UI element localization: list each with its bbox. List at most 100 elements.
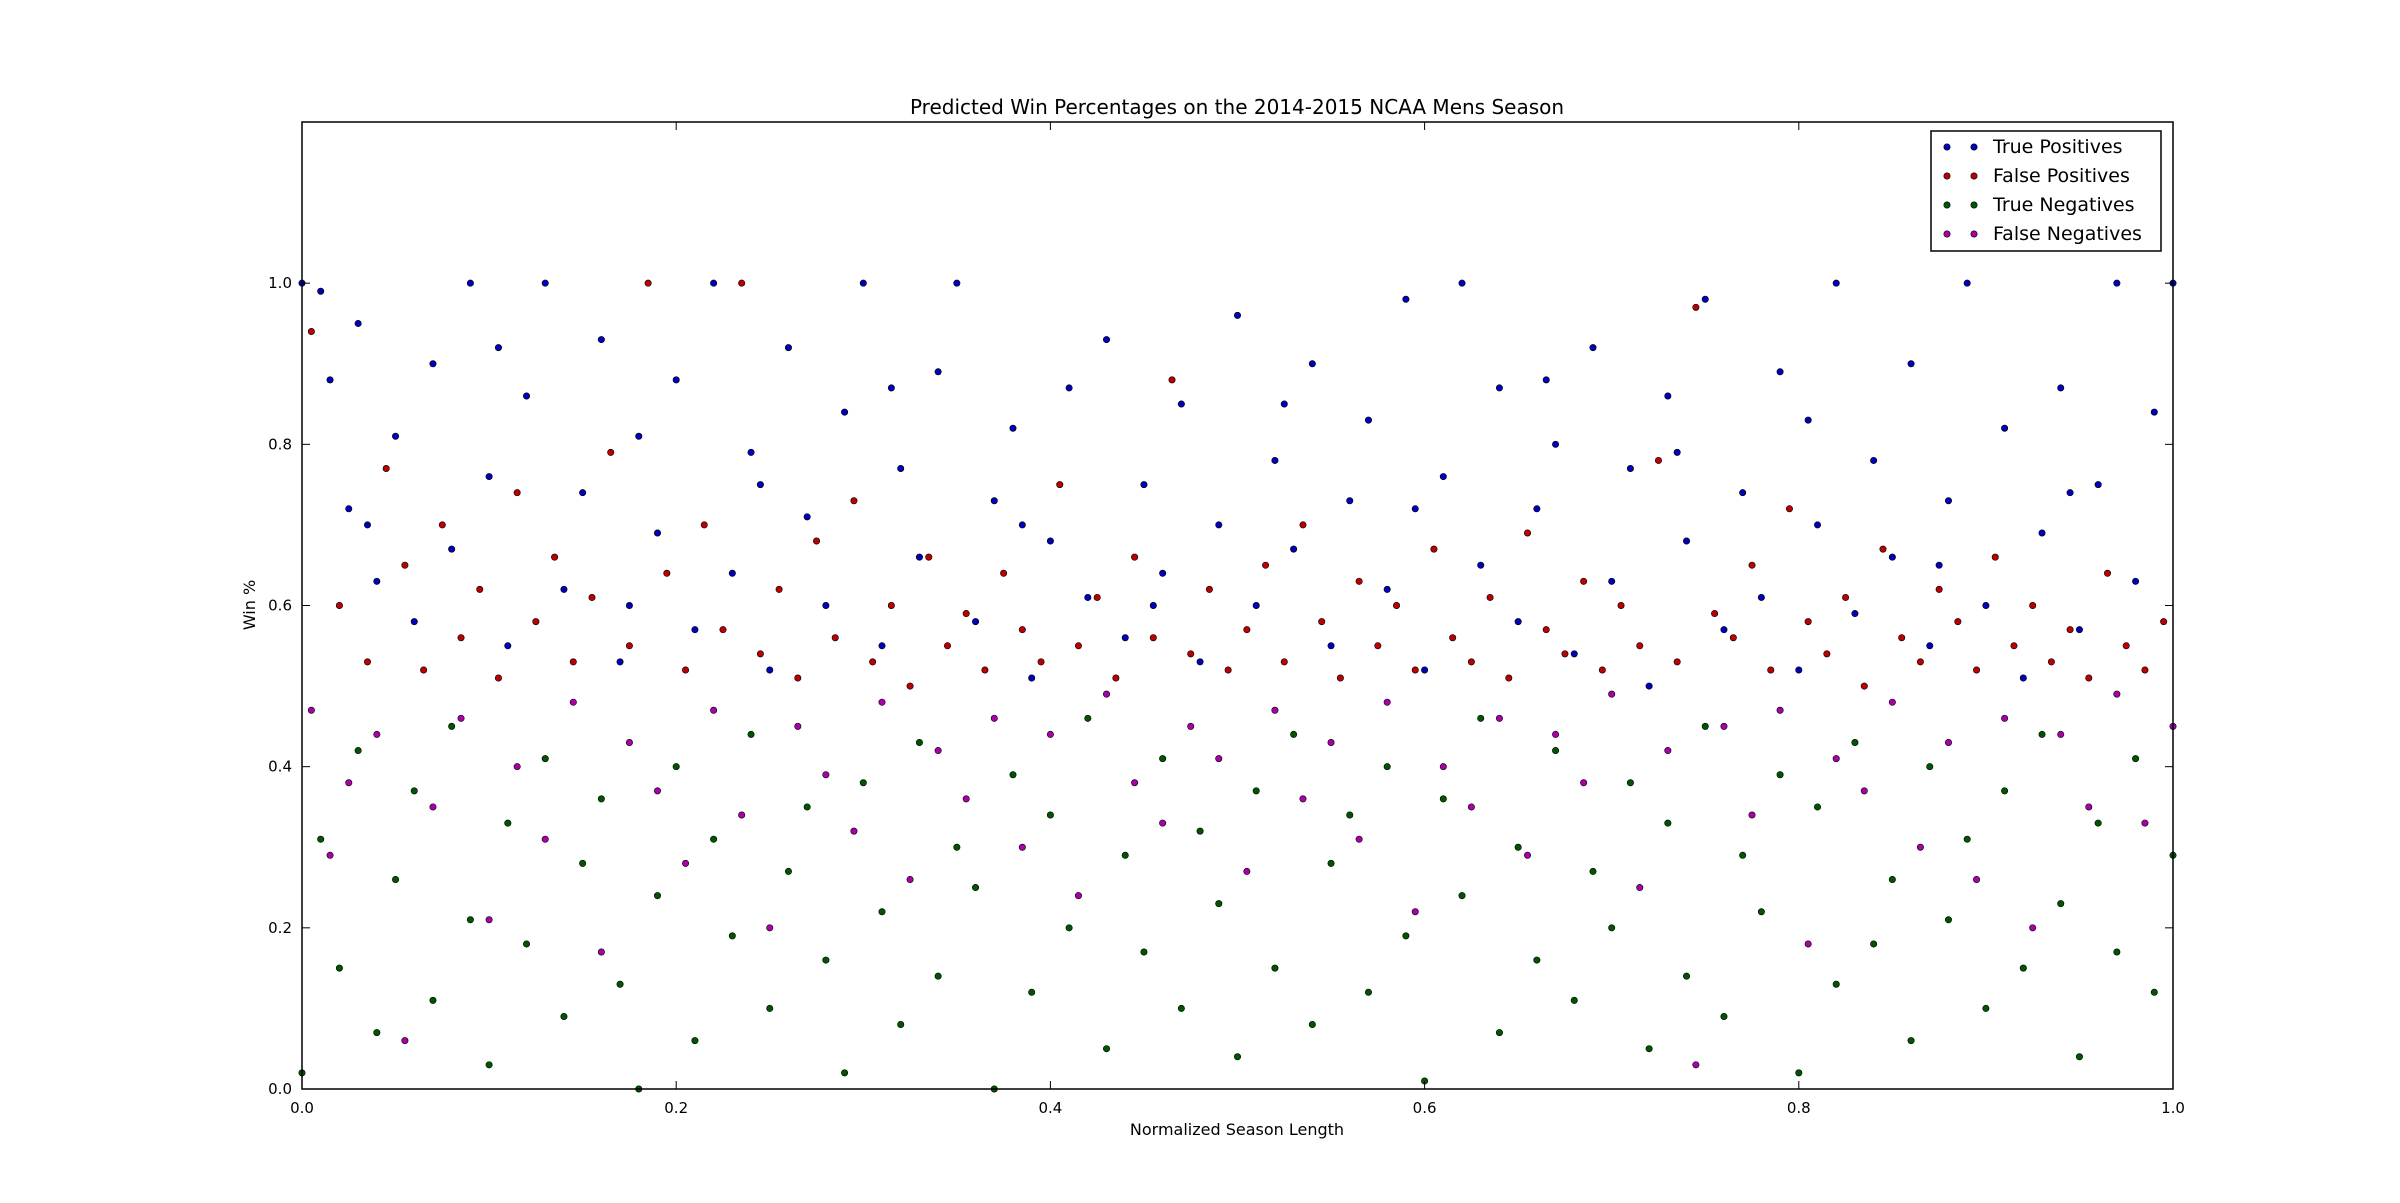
- data-point: [1018, 521, 1026, 529]
- data-point: [616, 658, 624, 666]
- data-point: [691, 1037, 699, 1045]
- data-point: [1364, 416, 1372, 424]
- data-point: [373, 730, 381, 738]
- data-point: [841, 408, 849, 416]
- data-point: [1439, 795, 1447, 803]
- data-point: [410, 787, 418, 795]
- data-point: [1692, 303, 1700, 311]
- data-point: [1495, 714, 1503, 722]
- data-point: [1664, 392, 1672, 400]
- data-point: [906, 875, 914, 883]
- data-point: [429, 996, 437, 1004]
- data-point: [1944, 738, 1952, 746]
- data-point: [485, 1061, 493, 1069]
- data-point: [766, 1004, 774, 1012]
- data-point: [317, 287, 325, 295]
- data-point: [2104, 569, 2112, 577]
- data-point: [1196, 658, 1204, 666]
- data-point: [429, 803, 437, 811]
- data-point: [2085, 674, 2093, 682]
- data-point: [410, 618, 418, 626]
- data-point: [766, 924, 774, 932]
- data-point: [1973, 666, 1981, 674]
- data-point: [756, 481, 764, 489]
- data-point: [523, 392, 531, 400]
- data-point: [1907, 360, 1915, 368]
- data-point: [504, 642, 512, 650]
- data-point: [915, 553, 923, 561]
- data-point: [363, 521, 371, 529]
- data-point: [682, 859, 690, 867]
- data-point: [1149, 634, 1157, 642]
- data-point: [878, 698, 886, 706]
- data-point: [1757, 908, 1765, 916]
- legend-label: True Positives: [1992, 136, 2123, 158]
- data-point: [1673, 448, 1681, 456]
- data-point: [307, 328, 315, 336]
- data-point: [1888, 875, 1896, 883]
- data-point: [1645, 682, 1653, 690]
- data-point: [1449, 634, 1457, 642]
- data-point: [1458, 279, 1466, 287]
- data-point: [1037, 658, 1045, 666]
- data-point: [934, 368, 942, 376]
- data-point: [878, 908, 886, 916]
- legend-marker: [1970, 143, 1978, 151]
- data-point: [1982, 601, 1990, 609]
- data-point: [1346, 811, 1354, 819]
- data-point: [1346, 497, 1354, 505]
- data-point: [710, 835, 718, 843]
- data-point: [1804, 618, 1812, 626]
- data-point: [1804, 416, 1812, 424]
- data-point: [1262, 561, 1270, 569]
- data-point: [1524, 529, 1532, 537]
- data-point: [335, 964, 343, 972]
- plot-frame: [301, 121, 2174, 1090]
- data-points-layer: [298, 279, 2177, 1093]
- data-point: [841, 1069, 849, 1077]
- data-point: [1654, 456, 1662, 464]
- data-point: [401, 1037, 409, 1045]
- data-point: [653, 892, 661, 900]
- x-tick-label: 1.0: [2161, 1099, 2185, 1117]
- data-point: [1570, 996, 1578, 1004]
- data-point: [1757, 593, 1765, 601]
- data-point: [2150, 988, 2158, 996]
- data-point: [1243, 626, 1251, 634]
- plot-area: [298, 121, 2177, 1093]
- data-point: [1103, 690, 1111, 698]
- data-point: [1720, 722, 1728, 730]
- data-point: [1870, 940, 1878, 948]
- data-point: [1402, 295, 1410, 303]
- data-point: [2113, 690, 2121, 698]
- data-point: [803, 803, 811, 811]
- data-point: [1140, 948, 1148, 956]
- data-point: [1683, 972, 1691, 980]
- data-point: [1290, 545, 1298, 553]
- data-point: [1299, 521, 1307, 529]
- data-point: [953, 279, 961, 287]
- data-point: [513, 763, 521, 771]
- data-point: [2141, 819, 2149, 827]
- data-point: [616, 980, 624, 988]
- data-point: [934, 747, 942, 755]
- data-point: [1477, 714, 1485, 722]
- data-point: [953, 843, 961, 851]
- data-point: [653, 529, 661, 537]
- data-point: [1767, 666, 1775, 674]
- data-point: [2085, 803, 2093, 811]
- data-point: [363, 658, 371, 666]
- data-point: [307, 706, 315, 714]
- data-point: [1776, 771, 1784, 779]
- data-point: [1271, 456, 1279, 464]
- data-point: [1318, 618, 1326, 626]
- data-point: [1205, 585, 1213, 593]
- data-point: [579, 489, 587, 497]
- data-point: [466, 916, 474, 924]
- data-point: [1926, 642, 1934, 650]
- legend-marker: [1970, 230, 1978, 238]
- data-point: [672, 763, 680, 771]
- x-axis-label: Normalized Season Length: [1130, 1120, 1344, 1139]
- data-point: [1608, 577, 1616, 585]
- data-point: [625, 642, 633, 650]
